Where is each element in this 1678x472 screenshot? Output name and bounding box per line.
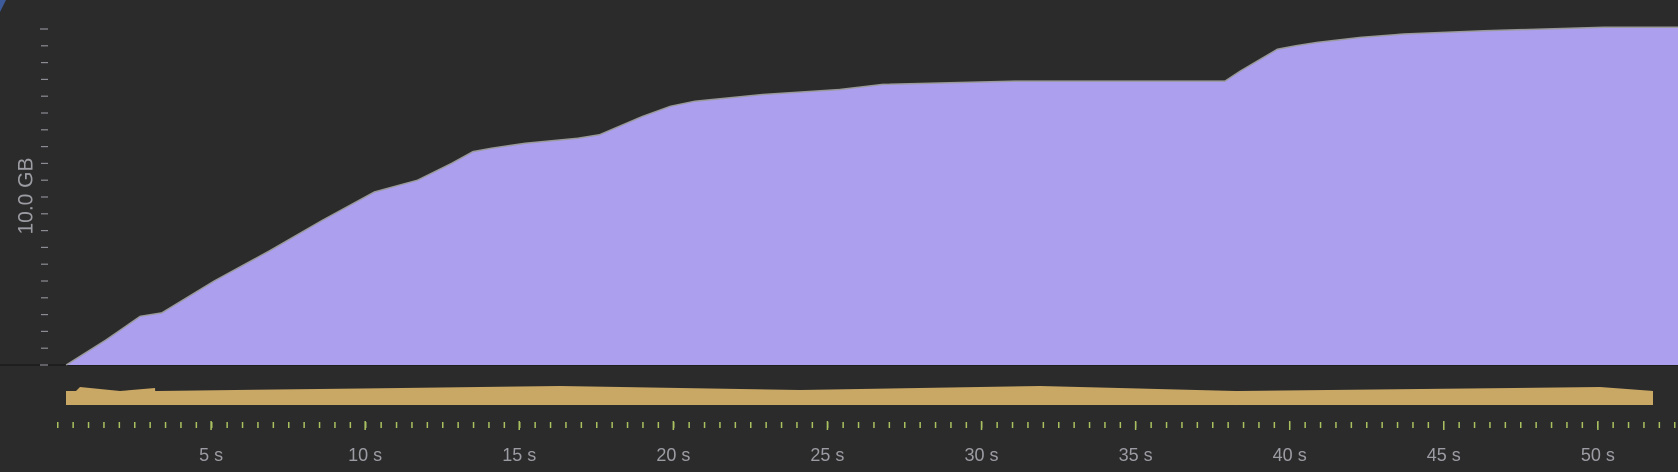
x-tick-label: 15 s <box>502 445 536 465</box>
activity-band-top <box>76 386 1653 406</box>
x-tick-label: 50 s <box>1581 445 1615 465</box>
x-tick-label: 20 s <box>656 445 690 465</box>
x-tick-label: 35 s <box>1119 445 1153 465</box>
activity-band <box>66 391 1653 405</box>
x-tick-label: 30 s <box>965 445 999 465</box>
corner-marker <box>0 0 6 12</box>
x-tick-label: 10 s <box>348 445 382 465</box>
memory-line <box>65 26 1678 366</box>
y-axis-label: 10.0 GB <box>15 157 38 234</box>
x-tick-label: 40 s <box>1273 445 1307 465</box>
x-tick-label: 25 s <box>810 445 844 465</box>
x-tick-label: 45 s <box>1427 445 1461 465</box>
memory-area <box>66 27 1678 365</box>
x-tick-label: 5 s <box>199 445 223 465</box>
